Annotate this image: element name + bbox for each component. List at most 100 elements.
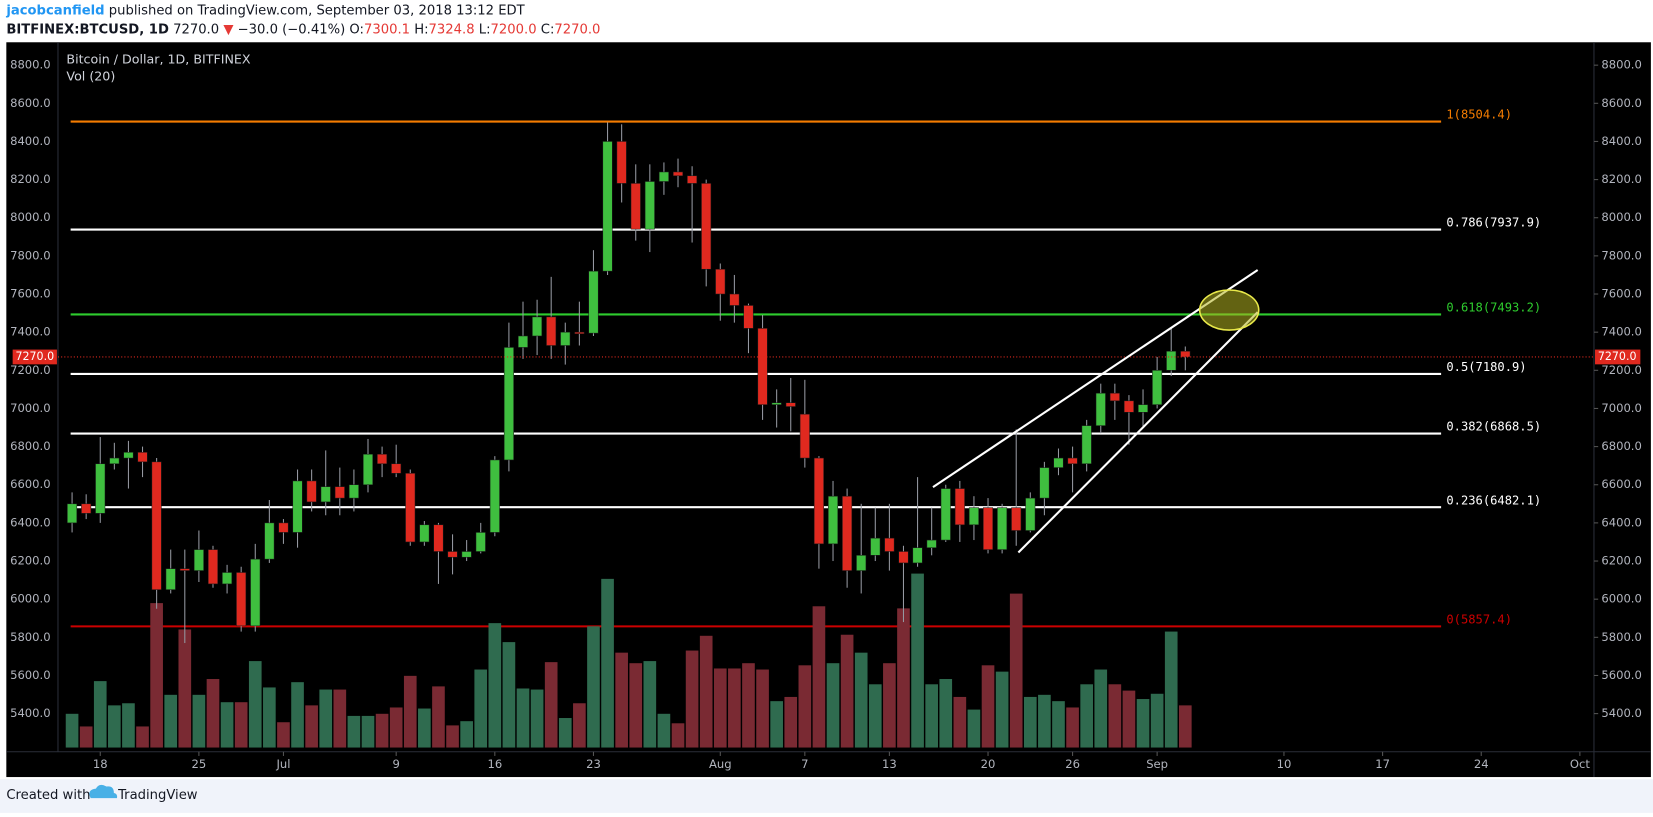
candle-body bbox=[405, 473, 416, 543]
volume-bar bbox=[629, 663, 643, 748]
published: published on TradingView.com, September … bbox=[109, 4, 526, 19]
volume-bar bbox=[657, 713, 671, 748]
publish-line: jacobcanfield published on TradingView.c… bbox=[5, 4, 525, 19]
volume-bar bbox=[79, 726, 93, 748]
volume-bar bbox=[1009, 593, 1023, 748]
volume-bar bbox=[93, 681, 107, 748]
volume-bar bbox=[826, 663, 840, 748]
volume-bar bbox=[347, 715, 361, 748]
volume-bar bbox=[699, 635, 713, 748]
volume-bar bbox=[1178, 705, 1192, 748]
candle-body bbox=[673, 171, 684, 177]
y-tick-label-right: 8600.0 bbox=[1601, 96, 1642, 110]
volume-bar bbox=[220, 702, 234, 748]
candle-body bbox=[278, 522, 289, 533]
volume-bar bbox=[1080, 684, 1093, 748]
x-tick-label: 7 bbox=[801, 757, 808, 771]
volume-bar bbox=[939, 679, 953, 748]
y-tick-label-right: 7800.0 bbox=[1601, 248, 1642, 262]
fib-label: 0.5(7180.9) bbox=[1446, 360, 1526, 374]
volume-bar bbox=[1066, 707, 1079, 748]
y-tick-label-right: 8800.0 bbox=[1601, 58, 1642, 72]
c-value: 7270.0 bbox=[554, 23, 600, 38]
volume-bar bbox=[1108, 684, 1122, 748]
volume-bar bbox=[1164, 631, 1178, 748]
y-tick-label: 8200.0 bbox=[10, 172, 51, 186]
volume-bar bbox=[995, 671, 1009, 748]
volume-bar bbox=[685, 650, 699, 748]
candle-body bbox=[997, 507, 1008, 550]
fib-label: 0.618(7493.2) bbox=[1446, 301, 1541, 315]
volume-bar bbox=[840, 634, 854, 748]
y-tick-label-right: 8000.0 bbox=[1601, 210, 1642, 224]
volume-bar bbox=[1150, 693, 1164, 748]
volume-bar bbox=[573, 703, 586, 748]
candle-body bbox=[560, 331, 571, 346]
volume-bar bbox=[403, 675, 417, 748]
candle-body bbox=[1039, 467, 1050, 499]
y-tick-label-right: 8400.0 bbox=[1601, 134, 1642, 148]
candle-body bbox=[701, 183, 712, 270]
volume-bar bbox=[770, 701, 783, 748]
footer-brand[interactable]: TradingView bbox=[117, 788, 198, 803]
x-tick-label: Jul bbox=[275, 757, 290, 771]
candle-body bbox=[306, 480, 317, 503]
footer-created: Created with bbox=[6, 788, 90, 803]
volume-bar bbox=[756, 669, 769, 748]
volume-legend: Vol (20) bbox=[66, 69, 115, 84]
y-tick-label: 5600.0 bbox=[10, 668, 51, 682]
volume-bar bbox=[150, 603, 163, 748]
volume-bar bbox=[136, 726, 149, 748]
y-tick-label: 5800.0 bbox=[10, 630, 51, 644]
y-tick-label: 6600.0 bbox=[10, 477, 51, 491]
volume-bar bbox=[643, 661, 657, 748]
y-tick-label: 7400.0 bbox=[10, 325, 51, 339]
candle-body bbox=[588, 270, 599, 334]
fib-label: 0.382(6868.5) bbox=[1446, 420, 1541, 434]
target-ellipse bbox=[1198, 289, 1260, 331]
change-arrow: ▼ bbox=[223, 23, 234, 38]
volume-bar bbox=[488, 623, 502, 748]
volume-bar bbox=[122, 703, 135, 748]
volume-bar bbox=[953, 696, 967, 748]
y-tick-label-right: 5800.0 bbox=[1601, 630, 1642, 644]
candle-body bbox=[954, 488, 965, 526]
candle-body bbox=[377, 453, 388, 465]
volume-bar bbox=[178, 629, 192, 748]
x-tick-label: 20 bbox=[981, 757, 996, 771]
x-tick-label: Oct bbox=[1570, 757, 1590, 771]
candle-body bbox=[109, 457, 120, 465]
volume-bar bbox=[277, 722, 290, 748]
candle-body bbox=[630, 183, 641, 230]
candle-body bbox=[687, 175, 698, 184]
x-tick-label: 25 bbox=[192, 757, 207, 771]
candle-body bbox=[236, 572, 247, 627]
o-label: O: bbox=[349, 23, 364, 38]
volume-bar bbox=[558, 718, 572, 748]
fib-label: 0(5857.4) bbox=[1446, 613, 1512, 627]
candle-body bbox=[870, 537, 881, 556]
candle-body bbox=[334, 486, 345, 499]
candle-body bbox=[433, 524, 444, 552]
volume-bar bbox=[1038, 694, 1051, 748]
volume-bar bbox=[474, 669, 488, 748]
candle-body bbox=[1180, 350, 1191, 358]
volume-bar bbox=[713, 668, 727, 748]
x-tick-label: 10 bbox=[1277, 757, 1292, 771]
candle-body bbox=[813, 457, 824, 545]
x-tick-label: 24 bbox=[1474, 757, 1489, 771]
volume-bar bbox=[967, 709, 981, 748]
candle-body bbox=[137, 452, 148, 463]
volume-bar bbox=[65, 713, 79, 748]
candle-body bbox=[785, 402, 796, 407]
x-tick-label: 18 bbox=[93, 757, 108, 771]
candle-body bbox=[1053, 457, 1064, 468]
author[interactable]: jacobcanfield bbox=[5, 4, 104, 19]
plot: 5400.0 5400.0 5600.0 5600.0 5800.0 5800.0 6000… bbox=[10, 58, 1642, 771]
l-value: 7200.0 bbox=[491, 23, 537, 38]
volume-bar bbox=[319, 689, 333, 748]
candle-body bbox=[264, 522, 275, 560]
volume-bar bbox=[1023, 696, 1037, 748]
candle-body bbox=[1123, 400, 1134, 413]
volume-bar bbox=[460, 721, 473, 748]
